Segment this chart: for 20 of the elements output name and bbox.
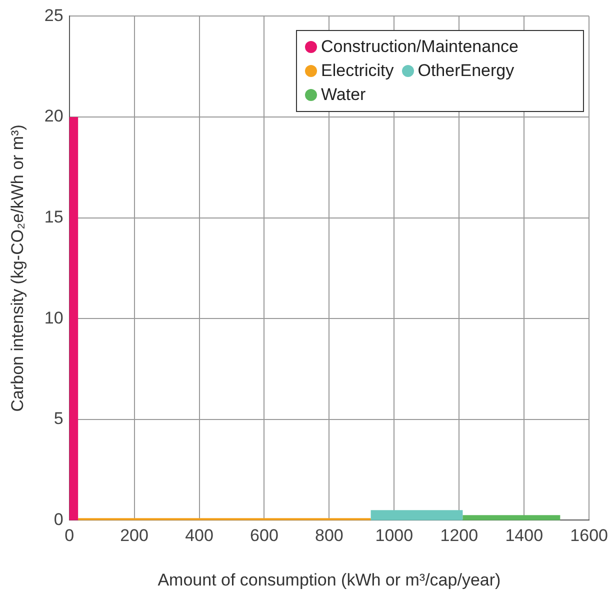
- legend-label: OtherEnergy: [416, 60, 514, 82]
- legend-label: Water: [320, 84, 366, 106]
- y-tick-label: 20: [44, 106, 64, 126]
- y-tick-label: 15: [44, 207, 64, 226]
- x-tick-label: 200: [120, 526, 148, 546]
- x-tick-label: 600: [250, 526, 278, 546]
- y-axis-title: Carbon intensity (kg-CO₂e/kWh or m³): [8, 124, 27, 412]
- x-tick-label: 1000: [375, 526, 414, 546]
- x-axis-title: Amount of consumption (kWh or m³/cap/year): [158, 570, 501, 590]
- y-tick-label: 5: [54, 409, 64, 428]
- legend-label: Construction/Maintenance: [320, 36, 519, 58]
- x-tick-label: 1200: [440, 526, 478, 546]
- x-tick-label: 1600: [570, 526, 608, 546]
- y-tick-label: 10: [44, 308, 64, 328]
- x-tick-label: 1400: [505, 526, 544, 546]
- x-tick-label: 800: [315, 526, 344, 546]
- y-tick-label: 25: [44, 6, 64, 25]
- legend-label: Electricity: [320, 60, 394, 82]
- x-tick-label: 400: [185, 526, 214, 546]
- y-tick-label: 0: [54, 510, 64, 529]
